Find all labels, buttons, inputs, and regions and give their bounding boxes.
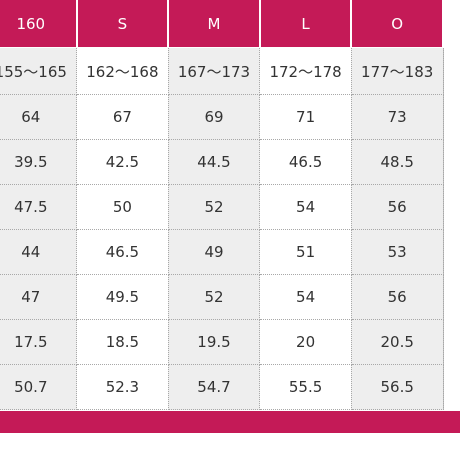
table-cell: 167～173	[167, 47, 261, 95]
table-cell: 47.5	[0, 184, 78, 230]
header-cell-m: M	[167, 0, 261, 48]
table-cell: 49.5	[76, 274, 169, 320]
table-cell: 46.5	[259, 139, 352, 185]
header-cell-160: 160	[0, 0, 78, 48]
table-cell: 71	[259, 94, 352, 140]
table-cell: 42.5	[76, 139, 169, 185]
table-row: 47.5 50 52 54 56	[0, 184, 444, 230]
table-cell: 53	[350, 229, 444, 275]
table-cell: 54.7	[167, 364, 261, 410]
table-cell: 50.7	[0, 364, 78, 410]
table-cell: 52.3	[76, 364, 169, 410]
table-row: 50.7 52.3 54.7 55.5 56.5	[0, 364, 444, 410]
table-cell: 20	[259, 319, 352, 365]
table-row: 44 46.5 49 51 53	[0, 229, 444, 275]
footer-bar	[0, 411, 460, 433]
table-cell: 73	[350, 94, 444, 140]
table-cell: 49	[167, 229, 261, 275]
table-cell: 17.5	[0, 319, 78, 365]
table-cell: 44.5	[167, 139, 261, 185]
header-cell-o: O	[350, 0, 444, 48]
table-row: 17.5 18.5 19.5 20 20.5	[0, 319, 444, 365]
header-cell-s: S	[75, 0, 170, 48]
header-cell-l: L	[258, 0, 353, 48]
table-cell: 50	[76, 184, 169, 230]
table-cell: 19.5	[167, 319, 261, 365]
table-cell: 44	[0, 229, 78, 275]
table-cell: 56	[350, 274, 444, 320]
table-cell: 20.5	[350, 319, 444, 365]
table-cell: 52	[167, 184, 261, 230]
table-cell: 69	[167, 94, 261, 140]
table-row: 47 49.5 52 54 56	[0, 274, 444, 320]
table-cell: 56.5	[350, 364, 444, 410]
table-cell: 46.5	[76, 229, 169, 275]
table-cell: 51	[259, 229, 352, 275]
header-row: 160 S M L O	[0, 0, 444, 48]
page-bottom	[0, 433, 460, 460]
table-cell: 177～183	[350, 47, 444, 95]
table-cell: 55.5	[259, 364, 352, 410]
table-row: 64 67 69 71 73	[0, 94, 444, 140]
table-cell: 48.5	[350, 139, 444, 185]
table-cell: 52	[167, 274, 261, 320]
table-cell: 67	[76, 94, 169, 140]
table-cell: 39.5	[0, 139, 78, 185]
size-table: 160 S M L O 155～165 162～168 167～173 172～…	[0, 0, 444, 410]
table-cell: 155～165	[0, 47, 78, 95]
table-cell: 162～168	[76, 47, 169, 95]
table-cell: 56	[350, 184, 444, 230]
table-cell: 172～178	[259, 47, 352, 95]
table-cell: 54	[259, 184, 352, 230]
table-cell: 47	[0, 274, 78, 320]
table-cell: 54	[259, 274, 352, 320]
table-cell: 18.5	[76, 319, 169, 365]
table-row: 39.5 42.5 44.5 46.5 48.5	[0, 139, 444, 185]
table-cell: 64	[0, 94, 78, 140]
table-row: 155～165 162～168 167～173 172～178 177～183	[0, 47, 444, 95]
